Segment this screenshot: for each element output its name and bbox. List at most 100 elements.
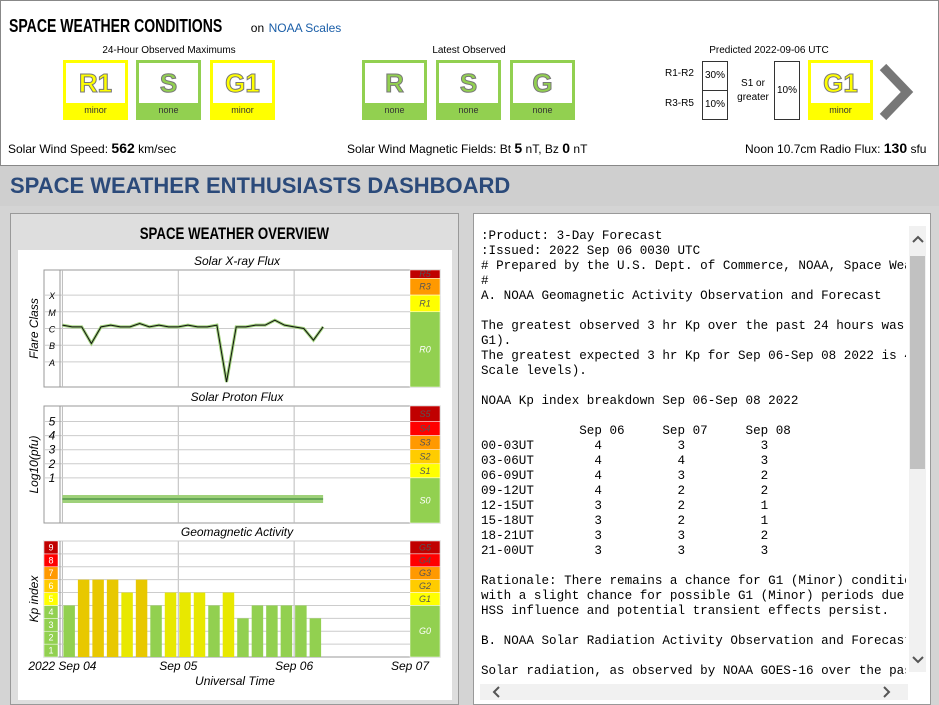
bar — [222, 592, 235, 657]
group-title: 24-Hour Observed Maximums — [102, 45, 236, 56]
forecast-panel — [473, 213, 931, 705]
scale-band-label: S1 — [419, 466, 430, 476]
value: 562 — [111, 140, 135, 156]
y-axis-label: Flare Class — [27, 298, 41, 359]
chevron — [879, 63, 914, 121]
text-line: 09-12UT 4 2 2 — [481, 484, 769, 498]
prob-value: 10% — [774, 61, 800, 120]
level: minor — [811, 103, 870, 117]
scale-band-label: R5 — [419, 269, 431, 279]
status-bar: Solar Wind Speed: 562 km/sec Solar Wind … — [0, 130, 939, 166]
title: SPACE WEATHER CONDITIONS — [9, 16, 223, 36]
scale-band-label: R1 — [419, 298, 431, 308]
scales-link[interactable]: NOAA Scales — [268, 21, 342, 35]
bar — [280, 605, 293, 657]
bar — [208, 605, 220, 657]
text-block: The greatest observed 3 hr Kp over the p… — [481, 319, 906, 379]
overview-charts: Solar X-ray Flux Flare Class R5 R3 R1 R0 ABCMX… — [18, 250, 452, 700]
text-line: The greatest expected 3 hr Kp for Sep 06… — [481, 349, 906, 363]
scale-band-label: G2 — [419, 581, 431, 591]
bar — [150, 605, 162, 657]
y-tick-label: M — [48, 308, 56, 318]
scale: S — [159, 68, 178, 99]
radio-flux: Noon 10.7cm Radio Flux: 130 sfu — [745, 140, 926, 156]
text-line: 18-21UT 3 3 2 — [481, 529, 769, 543]
bar — [106, 579, 119, 657]
wind-speed: Solar Wind Speed: 562 km/sec — [8, 140, 176, 156]
text-line: HSS influence and potential transient ef… — [481, 604, 890, 618]
y-axis-label: Log10(pfu) — [27, 435, 41, 493]
value: 0 — [562, 140, 571, 156]
scale-box[interactable]: G1 minor — [808, 60, 873, 120]
next-arrow[interactable] — [877, 63, 917, 121]
group-title: Latest Observed — [432, 45, 506, 56]
chart-title: Solar X-ray Flux — [194, 254, 281, 268]
text-line: B. NOAA Solar Radiation Activity Observa… — [481, 634, 906, 648]
chart-title: Solar Proton Flux — [191, 390, 285, 404]
text-line: A. NOAA Geomagnetic Activity Observation… — [481, 289, 882, 303]
prob-label-line: greater — [737, 92, 769, 103]
v-thumb[interactable] — [910, 256, 925, 469]
scale-band-label: R0 — [419, 344, 431, 354]
y-tick-label: 7 — [48, 568, 53, 578]
text-line: 03-06UT 4 4 3 — [481, 454, 769, 468]
scale: R — [385, 68, 405, 99]
y-tick-label: A — [48, 358, 55, 368]
text-block: NOAA Kp index breakdown Sep 06-Sep 08 20… — [481, 394, 906, 409]
scale: G — [532, 68, 553, 99]
y-tick-label: 6 — [48, 581, 53, 591]
text-line: # — [481, 274, 489, 288]
level: none — [139, 103, 198, 117]
level: minor — [66, 103, 125, 117]
scale-box[interactable]: R1 minor — [63, 60, 128, 120]
x-tick-label: Sep 07 — [391, 659, 430, 673]
scroll-right[interactable] — [883, 686, 891, 698]
bar — [135, 579, 148, 657]
scroll-down[interactable] — [912, 656, 924, 664]
scale-box[interactable]: G1 minor — [210, 60, 275, 120]
scale-band-label: S0 — [419, 495, 430, 505]
text-line: 06-09UT 4 3 2 — [481, 469, 769, 483]
dashboard-band: SPACE WEATHER ENTHUSIASTS DASHBOARD — [0, 166, 939, 206]
x-tick-label: Sep 06 — [275, 659, 313, 673]
y-tick-label: 4 — [49, 429, 56, 443]
prob-label-line: S1 or — [741, 78, 765, 89]
y-axis-label: Kp index — [27, 575, 41, 623]
kp-level — [43, 540, 59, 555]
scale: G1 — [225, 68, 261, 99]
scale-band-label: S2 — [419, 452, 430, 462]
text-line: 15-18UT 3 2 1 — [481, 514, 769, 528]
bar — [92, 579, 104, 657]
text-line: NOAA Kp index breakdown Sep 06-Sep 08 20… — [481, 394, 799, 408]
bar — [193, 592, 206, 657]
scale-band-label: S4 — [419, 424, 430, 434]
y-tick-label: 5 — [48, 594, 53, 604]
scrollbars — [480, 226, 926, 700]
scroll-left[interactable] — [492, 686, 500, 698]
bar — [77, 579, 90, 657]
conditions-header: SPACE WEATHER CONDITIONS on NOAA Scales … — [0, 0, 939, 131]
bar — [251, 605, 264, 657]
x-tick-label: 2022 Sep 04 — [27, 659, 96, 673]
scale-band-label: G3 — [419, 568, 431, 578]
value: 5 — [514, 140, 523, 156]
text-line: 00-03UT 4 3 3 — [481, 439, 769, 453]
y-tick-label: 8 — [48, 555, 53, 565]
unit: nT, Bz — [525, 142, 559, 156]
y-tick-label: 3 — [48, 620, 53, 630]
dashboard-title: SPACE WEATHER ENTHUSIASTS DASHBOARD — [10, 173, 511, 198]
scale-band-label: G5 — [419, 542, 432, 552]
unit: sfu — [910, 142, 927, 156]
level: minor — [213, 103, 272, 117]
prob-label: S1 or greater — [733, 77, 773, 105]
prob-value: 10% — [702, 90, 728, 120]
y-tick-label: C — [49, 325, 56, 335]
scale: S — [459, 68, 478, 99]
bar — [237, 618, 249, 657]
scroll-up[interactable] — [912, 235, 924, 243]
